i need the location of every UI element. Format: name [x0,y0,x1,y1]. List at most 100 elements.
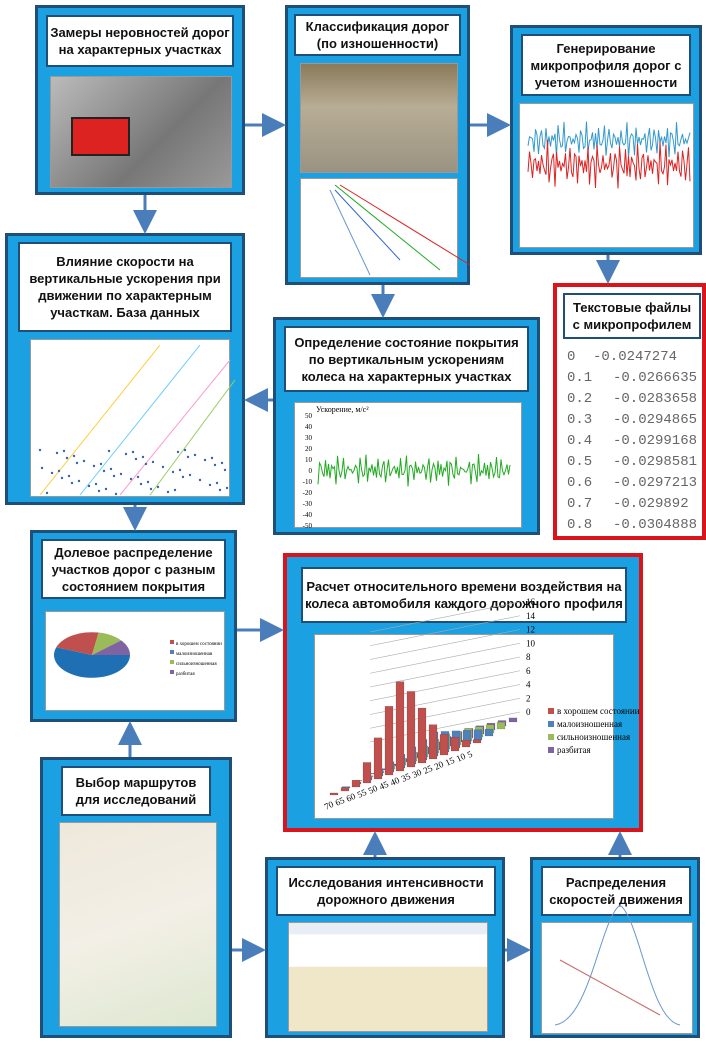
bar [462,740,470,747]
class-line [335,185,440,270]
db-point [209,484,211,486]
db-point [216,482,218,484]
legend-label: сильноизношенная [557,732,630,742]
bar [396,682,404,771]
z-tick-label: 12 [526,625,535,635]
db-point [150,488,152,490]
db-point [56,452,58,454]
grid-line [370,671,520,701]
y-tick-label: 10 [305,456,313,464]
y-tick-label: -40 [303,511,313,519]
grid-line [370,602,520,632]
db-point [113,475,115,477]
legend-label: разбитая [557,745,591,755]
accel-line [318,454,510,487]
speed-curve [555,905,680,1025]
db-point [137,476,139,478]
db-point [204,459,206,461]
db-point [167,491,169,493]
x-tick-label: 5 [466,749,475,760]
db-point [140,483,142,485]
db-point [174,489,176,491]
bar [440,734,448,755]
db-point [162,466,164,468]
db-line [150,380,235,495]
legend-swatch [548,721,554,727]
z-tick-label: 16 [526,597,536,607]
legend-swatch [548,734,554,740]
db-point [125,453,127,455]
bar [352,780,360,787]
z-tick-label: 14 [526,611,536,621]
bar [485,729,493,736]
z-tick-label: 0 [526,707,531,717]
db-point [110,468,112,470]
db-point [51,472,53,474]
page: {"blocks":[ {"title_lines":["Замеры неро… [0,0,706,1042]
db-point [108,450,110,452]
db-point [93,465,95,467]
legend-label: сильноизношенная [176,662,217,667]
bar [418,708,426,763]
db-point [211,457,213,459]
db-point [182,476,184,478]
legend-swatch [170,670,174,674]
db-point [145,463,147,465]
db-point [187,456,189,458]
db-point [78,480,80,482]
db-point [130,478,132,480]
legend-label: в хорошем состоянии [176,642,222,647]
db-point [214,464,216,466]
db-line [80,345,200,495]
db-point [95,483,97,485]
db-point [61,477,63,479]
db-point [58,470,60,472]
y-tick-label: 40 [305,423,313,431]
z-tick-label: 4 [526,680,531,690]
db-point [63,450,65,452]
db-point [157,486,159,488]
db-point [105,488,107,490]
arrows [130,125,620,950]
z-tick-label: 8 [526,652,531,662]
grid-line [370,630,520,660]
db-point [73,455,75,457]
db-point [199,479,201,481]
db-point [184,449,186,451]
bar [374,738,382,779]
db-point [66,457,68,459]
db-point [226,487,228,489]
db-line [40,345,160,495]
axis-title: Ускорение, м/с² [316,405,369,414]
bar [509,718,517,722]
db-point [41,467,43,469]
bar [473,740,481,743]
bar [330,793,338,795]
bar [451,737,459,751]
bar [474,730,482,740]
bar [341,788,349,791]
legend-label: в хорошем состоянии [557,706,640,716]
db-point [100,463,102,465]
db-point [98,490,100,492]
db-point [142,456,144,458]
grid-line [370,657,520,687]
y-tick-label: 50 [305,412,313,420]
legend-swatch [170,640,174,644]
profile-line [528,140,690,189]
db-point [177,451,179,453]
bar [497,722,505,729]
db-point [224,469,226,471]
legend-label: малоизношенная [176,652,213,657]
z-tick-label: 2 [526,693,531,703]
legend-label: разбитая [176,672,195,677]
db-point [39,449,41,451]
grid-line [370,643,520,673]
overlay: Ускорение, м/с²50403020100-10-20-30-40-5… [0,0,706,1042]
db-point [194,454,196,456]
db-point [71,482,73,484]
db-point [152,461,154,463]
db-point [120,473,122,475]
db-point [88,485,90,487]
db-point [115,493,117,495]
